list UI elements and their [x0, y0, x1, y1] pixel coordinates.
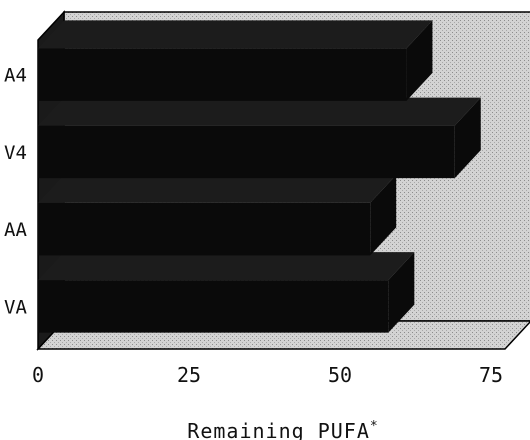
x-tick-label-75: 75 — [479, 363, 503, 387]
bar-series — [38, 20, 481, 333]
bar-aa — [38, 202, 371, 256]
bar-end-v4 — [454, 97, 481, 179]
x-tick-label-0: 0 — [32, 363, 44, 387]
bar-top-va — [38, 252, 415, 281]
bar-end-aa — [370, 174, 397, 256]
category-label-va: VA — [4, 296, 27, 318]
category-label-a4: A4 — [4, 65, 27, 87]
x-axis-title: Remaining PUFA* — [187, 419, 378, 440]
bar-top-aa — [38, 174, 397, 203]
category-label-v4: V4 — [4, 142, 27, 164]
bar-end-va — [388, 252, 415, 333]
category-label-aa: AA — [4, 219, 27, 241]
bar-top-a4 — [38, 20, 433, 49]
x-axis-title-mark: * — [370, 419, 379, 434]
category-axis: VA AA V4 A4 — [4, 65, 27, 319]
x-tick-label-50: 50 — [328, 363, 352, 387]
bar-va — [38, 280, 389, 333]
bar-v4 — [38, 125, 455, 179]
value-axis: 0 25 50 75 — [32, 363, 503, 387]
x-tick-label-25: 25 — [177, 363, 201, 387]
x-axis-title-text: Remaining PUFA — [187, 419, 370, 440]
bar-top-v4 — [38, 97, 481, 126]
bar-end-a4 — [406, 20, 433, 101]
bar-a4 — [38, 48, 407, 101]
